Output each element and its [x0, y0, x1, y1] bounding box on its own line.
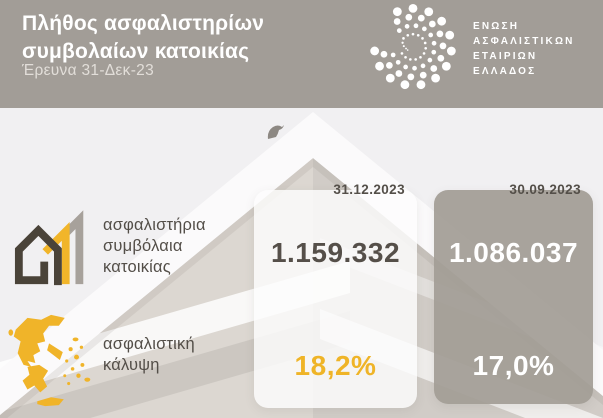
logo-wordmark: ΕΝΩΣΗ ΑΣΦΑΛΙΣΤΙΚΩΝ ΕΤΑΙΡΙΩΝ ΕΛΛΑΔΟΣ — [473, 19, 575, 79]
dots-spiral-icon — [370, 4, 456, 90]
house-icon — [14, 210, 84, 286]
card-current — [254, 190, 417, 408]
logo-line: ΕΝΩΣΗ — [473, 21, 520, 32]
policies-value-current: 1.159.332 — [270, 237, 401, 268]
greece-map-icon — [8, 314, 91, 407]
survey-date: Έρευνα 31-Δεκ-23 — [22, 62, 154, 79]
header: Πλήθος ασφαλιστηρίων συμβολαίων κατοικία… — [0, 0, 603, 108]
coverage-value-current: 18,2% — [294, 350, 377, 381]
policies-label: ασφαλιστήρια συμβόλαια κατοικίας — [103, 216, 206, 276]
date-previous: 30.09.2023 — [509, 182, 581, 197]
card-previous — [434, 190, 593, 404]
policies-value-previous: 1.086.037 — [448, 237, 579, 268]
logo-line: ΑΣΦΑΛΙΣΤΙΚΩΝ — [473, 36, 575, 47]
coverage-label: ασφαλιστική κάλυψη — [103, 335, 195, 374]
logo-line: ΕΤΑΙΡΙΩΝ — [473, 51, 538, 62]
date-current: 31.12.2023 — [333, 182, 405, 197]
content: ασφαλιστήρια συμβόλαια κατοικίας — [0, 108, 603, 418]
coverage-value-previous: 17,0% — [472, 350, 555, 381]
bird-icon — [267, 125, 284, 139]
logo-line: ΕΛΛΑΔΟΣ — [473, 66, 537, 77]
page-title: Πλήθος ασφαλιστηρίων συμβολαίων κατοικία… — [22, 12, 265, 63]
